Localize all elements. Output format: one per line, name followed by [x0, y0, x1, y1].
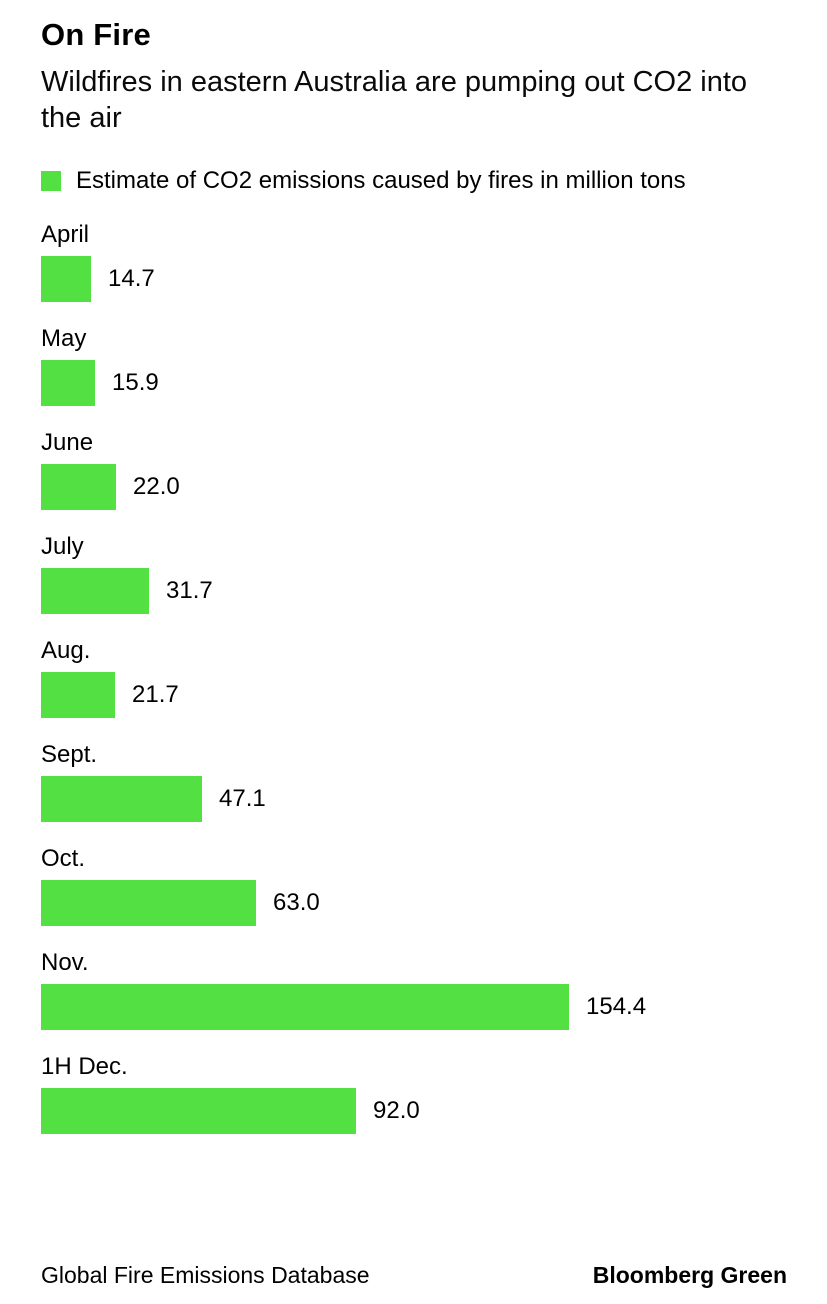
bar-category-label: Oct. [41, 845, 86, 872]
bar-category-label: April [41, 221, 90, 248]
bar-row: July 31.7 [41, 532, 786, 614]
bar-value-label: 31.7 [166, 577, 213, 604]
bar-category-label: 1H Dec. [41, 1053, 128, 1080]
bar [41, 672, 115, 718]
bar-row: Oct. 63.0 [41, 844, 786, 926]
bar-category-label: Sept. [41, 741, 98, 768]
bar-track: 92.0 [41, 1088, 786, 1134]
bar-value-label: 47.1 [219, 785, 266, 812]
bar-category-label: Aug. [41, 637, 91, 664]
bar-category-label: May [41, 325, 87, 352]
bar-row: Nov. 154.4 [41, 948, 786, 1030]
bar-value-label: 14.7 [108, 265, 155, 292]
bar-track: 22.0 [41, 464, 786, 510]
chart-subtitle: Wildfires in eastern Australia are pumpi… [41, 66, 748, 134]
bar-value-label: 22.0 [133, 473, 180, 500]
bar-category-label: July [41, 533, 84, 560]
chart-title: On Fire [41, 17, 151, 52]
bar-chart: April 14.7 May 15.9 June 22.0 July 31.7 Aug. 21.7… [41, 220, 786, 1134]
bar [41, 256, 91, 302]
legend-swatch-icon [41, 171, 61, 191]
bar-track: 14.7 [41, 256, 786, 302]
bar-value-label: 63.0 [273, 889, 320, 916]
legend: Estimate of CO2 emissions caused by fire… [41, 166, 786, 196]
footer: Global Fire Emissions Database Bloomberg… [41, 1260, 787, 1290]
bar-track: 15.9 [41, 360, 786, 406]
bar-category-label: Nov. [41, 949, 89, 976]
bar-row: April 14.7 [41, 220, 786, 302]
source-label: Global Fire Emissions Database [41, 1262, 370, 1288]
bar-value-label: 21.7 [132, 681, 179, 708]
bar-track: 47.1 [41, 776, 786, 822]
bar-track: 154.4 [41, 984, 786, 1030]
bar [41, 464, 116, 510]
brand-logo: Bloomberg Green [592, 1262, 787, 1288]
bar-row: Sept. 47.1 [41, 740, 786, 822]
bar-row: June 22.0 [41, 428, 786, 510]
bar-track: 31.7 [41, 568, 786, 614]
bar [41, 880, 256, 926]
bar-value-label: 154.4 [586, 993, 647, 1020]
bar-value-label: 15.9 [112, 369, 159, 396]
bar [41, 360, 95, 406]
legend-label: Estimate of CO2 emissions caused by fire… [76, 167, 686, 194]
bar [41, 568, 149, 614]
bar-category-label: June [41, 429, 94, 456]
bar [41, 1088, 356, 1134]
bar-row: Aug. 21.7 [41, 636, 786, 718]
bar-track: 21.7 [41, 672, 786, 718]
bar-track: 63.0 [41, 880, 786, 926]
bar [41, 776, 202, 822]
bar-row: May 15.9 [41, 324, 786, 406]
bar [41, 984, 569, 1030]
bar-row: 1H Dec. 92.0 [41, 1052, 786, 1134]
bar-value-label: 92.0 [373, 1097, 420, 1124]
